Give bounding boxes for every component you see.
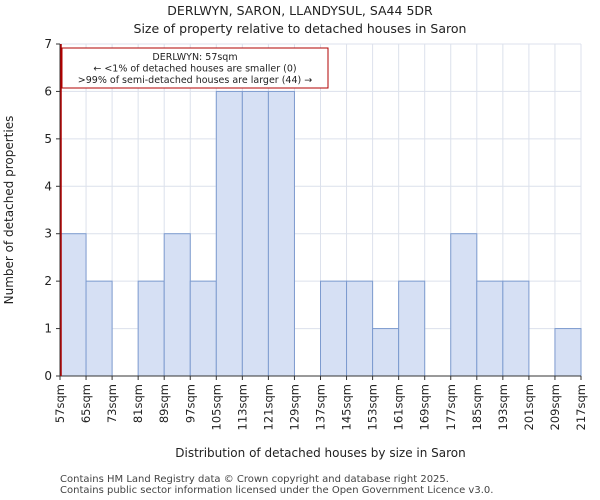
x-tick-label: 161sqm (392, 384, 406, 430)
bar-137sqm (320, 280, 348, 377)
bar-209sqm (554, 328, 582, 377)
x-tick-label: 169sqm (418, 384, 432, 430)
bar-145sqm (346, 280, 374, 377)
bar-121sqm (267, 90, 295, 377)
y-tick-label: 3 (44, 227, 52, 241)
bar-153sqm (372, 328, 400, 377)
chart-title-line-2: Size of property relative to detached ho… (133, 21, 467, 36)
bar-177sqm (450, 233, 478, 377)
x-tick-label: 65sqm (79, 384, 93, 423)
x-tick-label: 177sqm (444, 384, 458, 430)
x-tick-label: 185sqm (470, 384, 484, 430)
bar-193sqm (502, 280, 530, 377)
x-tick-label: 73sqm (105, 384, 119, 423)
bar-105sqm (215, 90, 243, 377)
bar-chart: 0 1 2 3 4 5 6 7 57sqm 65sqm 73sqm 81sqm 89sqm 97sqm 10… (2, 37, 588, 460)
x-tick-label: 145sqm (340, 384, 354, 430)
y-tick-label: 5 (44, 132, 52, 146)
x-tick-label: 105sqm (209, 384, 223, 430)
x-tick-label: 193sqm (496, 384, 510, 430)
x-tick-label: 81sqm (131, 384, 145, 423)
x-tick-label: 113sqm (235, 384, 249, 430)
bar-113sqm (241, 90, 269, 377)
x-tick-label: 217sqm (574, 384, 588, 430)
bar-57sqm (59, 233, 87, 377)
y-tick-label: 0 (44, 369, 52, 383)
annotation-line-1: DERLWYN: 57sqm (152, 52, 237, 63)
y-tick-label: 4 (44, 179, 52, 193)
x-tick-label: 121sqm (261, 384, 275, 430)
x-tick-label: 153sqm (366, 384, 380, 430)
footer-line-1: Contains HM Land Registry data © Crown c… (60, 474, 449, 485)
y-tick-label: 1 (44, 322, 52, 336)
chart-title-line-1: DERLWYN, SARON, LLANDYSUL, SA44 5DR (167, 3, 433, 18)
annotation-line-3: >99% of semi-detached houses are larger … (78, 75, 312, 86)
x-tick-label: 201sqm (522, 384, 536, 430)
bar-65sqm (85, 280, 113, 377)
y-tick-label: 7 (44, 37, 52, 51)
x-tick-label: 57sqm (53, 384, 67, 423)
x-tick-label: 89sqm (157, 384, 171, 423)
bar-89sqm (163, 233, 191, 377)
y-tick-label: 6 (44, 84, 52, 98)
x-tick-label: 209sqm (548, 384, 562, 430)
footer-line-2: Contains public sector information licen… (60, 485, 494, 496)
annotation-line-2: ← <1% of detached houses are smaller (0) (93, 64, 296, 75)
y-axis-label: Number of detached properties (2, 116, 16, 305)
x-tick-label: 129sqm (287, 384, 301, 430)
y-tick-label: 2 (44, 274, 52, 288)
x-tick-label: 137sqm (314, 384, 328, 430)
bar-161sqm (398, 280, 426, 377)
bar-185sqm (476, 280, 504, 377)
x-tick-label: 97sqm (183, 384, 197, 423)
x-axis-label: Distribution of detached houses by size … (175, 446, 466, 460)
bar-81sqm (137, 280, 165, 377)
annotation-box (61, 47, 329, 89)
bar-97sqm (189, 280, 217, 377)
